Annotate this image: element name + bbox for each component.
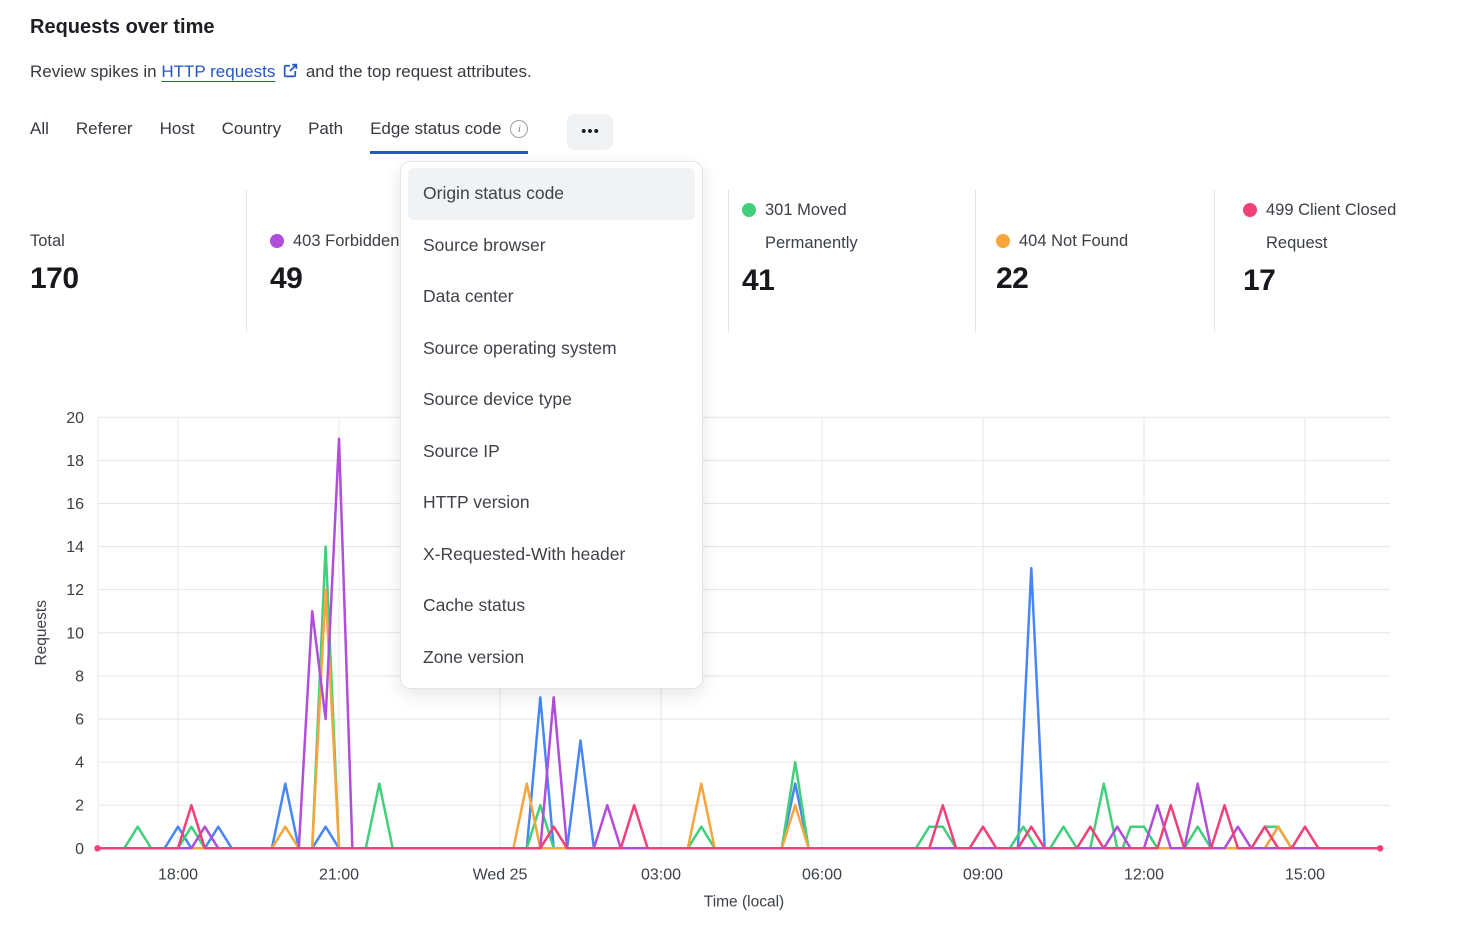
chart-series-blue-hidden (98, 566, 1379, 850)
y-tick-label: 10 (66, 625, 84, 642)
stat-403-value: 49 (270, 262, 303, 295)
y-tick-label: 0 (75, 841, 84, 858)
page-title: Requests over time (30, 16, 215, 38)
tab-country[interactable]: Country (221, 119, 282, 138)
x-axis-title: Time (local) (704, 893, 784, 910)
legend-dot-301 (742, 203, 756, 217)
menu-item-http-version[interactable]: HTTP version (423, 492, 530, 513)
y-tick-label: 6 (75, 711, 84, 728)
subtitle-prefix: Review spikes in (30, 62, 157, 81)
legend-dot-404 (996, 234, 1010, 248)
subtitle-suffix: and the top request attributes. (305, 62, 532, 81)
menu-item-source-browser[interactable]: Source browser (423, 234, 546, 255)
stats-divider (975, 190, 976, 332)
tab-host[interactable]: Host (159, 119, 195, 138)
line-endpoint-dot (94, 845, 101, 852)
more-attributes-button[interactable]: ••• (567, 114, 614, 150)
stat-499-label: 499 Client Closed Request (1266, 201, 1397, 252)
chart-series-301 (98, 545, 1379, 850)
x-tick-label: 06:00 (802, 866, 842, 883)
x-tick-label: 15:00 (1285, 866, 1325, 883)
legend-dot-499 (1243, 203, 1257, 217)
stat-499-client-closed-request: 499 Client Closed Request 17 (1243, 194, 1453, 298)
stats-divider (1214, 190, 1215, 332)
menu-item-source-ip[interactable]: Source IP (423, 440, 500, 461)
legend-dot-403 (270, 234, 284, 248)
x-tick-label: 18:00 (158, 866, 198, 883)
tab-edge-status-code[interactable]: Edge status code i (370, 119, 529, 154)
y-tick-label: 4 (75, 755, 84, 772)
stat-total-value: 170 (30, 262, 79, 295)
tab-edge-status-code-label: Edge status code (370, 119, 502, 138)
y-tick-label: 2 (75, 798, 84, 815)
stat-403-label: 403 Forbidden (293, 232, 400, 250)
stat-499-value: 17 (1243, 264, 1276, 297)
stat-404-not-found: 404 Not Found 22 (996, 194, 1206, 296)
info-icon[interactable]: i (510, 120, 529, 138)
external-link-icon (282, 62, 299, 84)
x-tick-label: 21:00 (319, 866, 359, 883)
attribute-tabs: All Referer Host Country Path Edge statu… (30, 114, 614, 154)
chart-series-403 (98, 437, 1379, 850)
chart-series-499 (98, 803, 1379, 850)
x-tick-label: 09:00 (963, 866, 1003, 883)
stat-404-value: 22 (996, 262, 1029, 295)
menu-item-x-requested-with-header[interactable]: X-Requested-With header (423, 543, 626, 564)
http-requests-link[interactable]: HTTP requests (161, 62, 276, 81)
stat-total: Total 170 (30, 194, 240, 296)
stats-divider (728, 190, 729, 332)
y-tick-label: 12 (66, 582, 84, 599)
menu-item-source-operating-system[interactable]: Source operating system (423, 337, 617, 358)
stat-301-moved-permanently: 301 Moved Permanently 41 (742, 194, 952, 298)
x-tick-label: Wed 25 (473, 866, 528, 883)
y-tick-label: 14 (66, 539, 84, 556)
tab-all[interactable]: All (30, 119, 49, 138)
stat-404-label: 404 Not Found (1019, 232, 1129, 250)
stat-total-label: Total (30, 232, 65, 250)
stat-403-forbidden: 403 Forbidden 49 (270, 194, 480, 296)
y-tick-label: 20 (66, 410, 84, 427)
menu-item-zone-version[interactable]: Zone version (423, 646, 525, 667)
y-tick-label: 18 (66, 453, 84, 470)
stat-301-value: 41 (742, 264, 775, 297)
stats-divider (246, 190, 247, 332)
menu-item-cache-status[interactable]: Cache status (423, 595, 526, 616)
stat-301-label: 301 Moved Permanently (765, 201, 858, 252)
y-tick-label: 8 (75, 668, 84, 685)
x-tick-label: 03:00 (641, 866, 681, 883)
line-endpoint-dot (1376, 845, 1384, 852)
menu-item-data-center[interactable]: Data center (423, 286, 514, 307)
subtitle: Review spikes in HTTP requests and the t… (30, 62, 532, 84)
tab-path[interactable]: Path (308, 119, 344, 138)
tab-referer[interactable]: Referer (75, 119, 133, 138)
y-tick-label: 16 (66, 496, 84, 513)
y-axis-title: Requests (33, 600, 50, 666)
menu-item-origin-status-code[interactable]: Origin status code (408, 168, 695, 220)
attribute-dropdown-menu: Origin status code Source browser Data c… (400, 161, 703, 689)
menu-item-source-device-type[interactable]: Source device type (423, 389, 572, 410)
x-tick-label: 12:00 (1124, 866, 1164, 883)
requests-chart[interactable]: 0 2 4 6 8 10 12 14 16 18 20 18:00 21:00 Wed 25 03:00 06… (0, 400, 1458, 940)
